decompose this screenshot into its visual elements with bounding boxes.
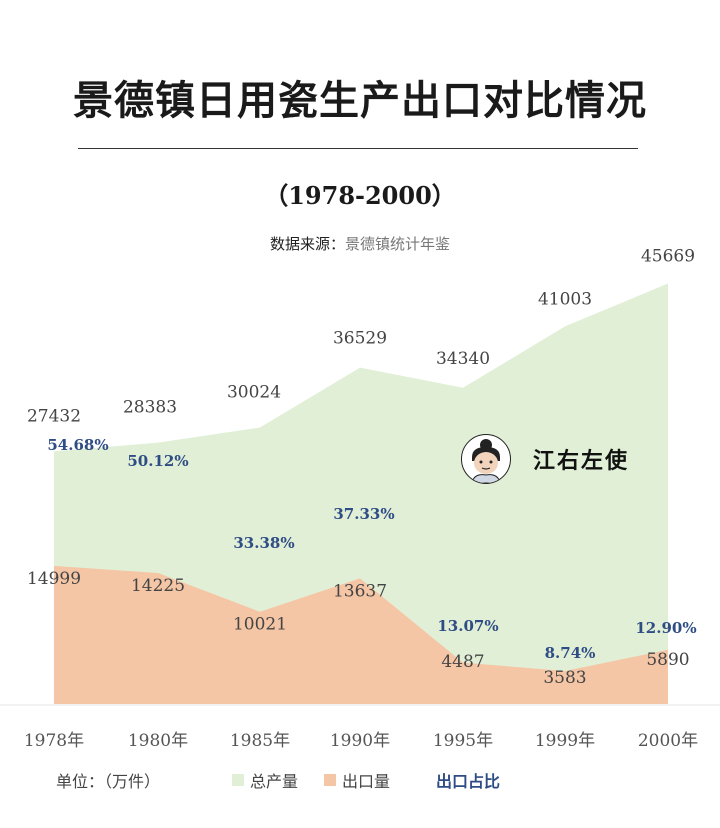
total-value-label: 45669 [641, 246, 695, 266]
export-value-label: 5890 [646, 650, 689, 670]
legend-swatch-export [324, 774, 336, 786]
unit-label: 单位：（万件） [56, 772, 161, 791]
export-ratio-label: 33.38% [233, 534, 294, 552]
legend-label-export: 出口量 [342, 772, 391, 791]
brand-badge: 江右左使 [461, 434, 629, 484]
total-value-label: 34340 [436, 349, 490, 369]
x-tick-label: 1995年 [433, 731, 493, 751]
export-value-label: 4487 [441, 652, 484, 672]
x-tick-label: 1980年 [128, 731, 188, 751]
chart-subtitle: （1978-2000） [264, 181, 456, 210]
total-value-label: 27432 [27, 406, 81, 426]
export-ratio-label: 8.74% [545, 644, 596, 662]
legend-item-ratio: 出口占比 [436, 768, 500, 792]
x-tick-label: 2000年 [638, 731, 698, 751]
export-value-label: 13637 [333, 581, 387, 601]
export-value-label: 3583 [543, 668, 586, 688]
legend-label-total: 总产量 [250, 772, 299, 791]
chart-title: 景德镇日用瓷生产出口对比情况 [73, 77, 647, 124]
total-value-label: 36529 [333, 329, 387, 349]
export-ratio-label: 13.07% [437, 617, 498, 635]
legend-item-total: 总产量 [232, 768, 298, 792]
source-value: 景德镇统计年鉴 [345, 235, 451, 253]
x-tick-label: 1978年 [24, 731, 84, 751]
x-tick-label: 1990年 [330, 731, 390, 751]
export-value-label: 10021 [233, 615, 287, 635]
total-value-label: 41003 [538, 289, 592, 309]
export-ratio-label: 54.68% [47, 436, 108, 454]
data-source: 数据来源：景德镇统计年鉴 [0, 233, 720, 254]
title-divider [78, 148, 638, 149]
export-ratio-label: 37.33% [333, 505, 394, 523]
export-value-label: 14999 [27, 569, 81, 589]
legend-label-ratio: 出口占比 [436, 772, 501, 791]
total-value-label: 30024 [227, 383, 281, 403]
x-tick-label: 1985年 [230, 731, 290, 751]
export-ratio-label: 12.90% [635, 619, 696, 637]
brand-name: 江右左使 [533, 449, 630, 474]
legend: 单位：（万件） 总产量 出口量 出口占比 [0, 766, 720, 794]
source-label: 数据来源： [269, 235, 345, 253]
total-value-label: 28383 [123, 398, 177, 418]
export-area [54, 565, 668, 704]
export-value-label: 14225 [131, 576, 185, 596]
legend-item-export: 出口量 [324, 768, 390, 792]
export-ratio-label: 50.12% [127, 452, 188, 470]
x-tick-label: 1999年 [535, 731, 595, 751]
avatar-icon [461, 434, 511, 484]
legend-swatch-total [232, 774, 244, 786]
